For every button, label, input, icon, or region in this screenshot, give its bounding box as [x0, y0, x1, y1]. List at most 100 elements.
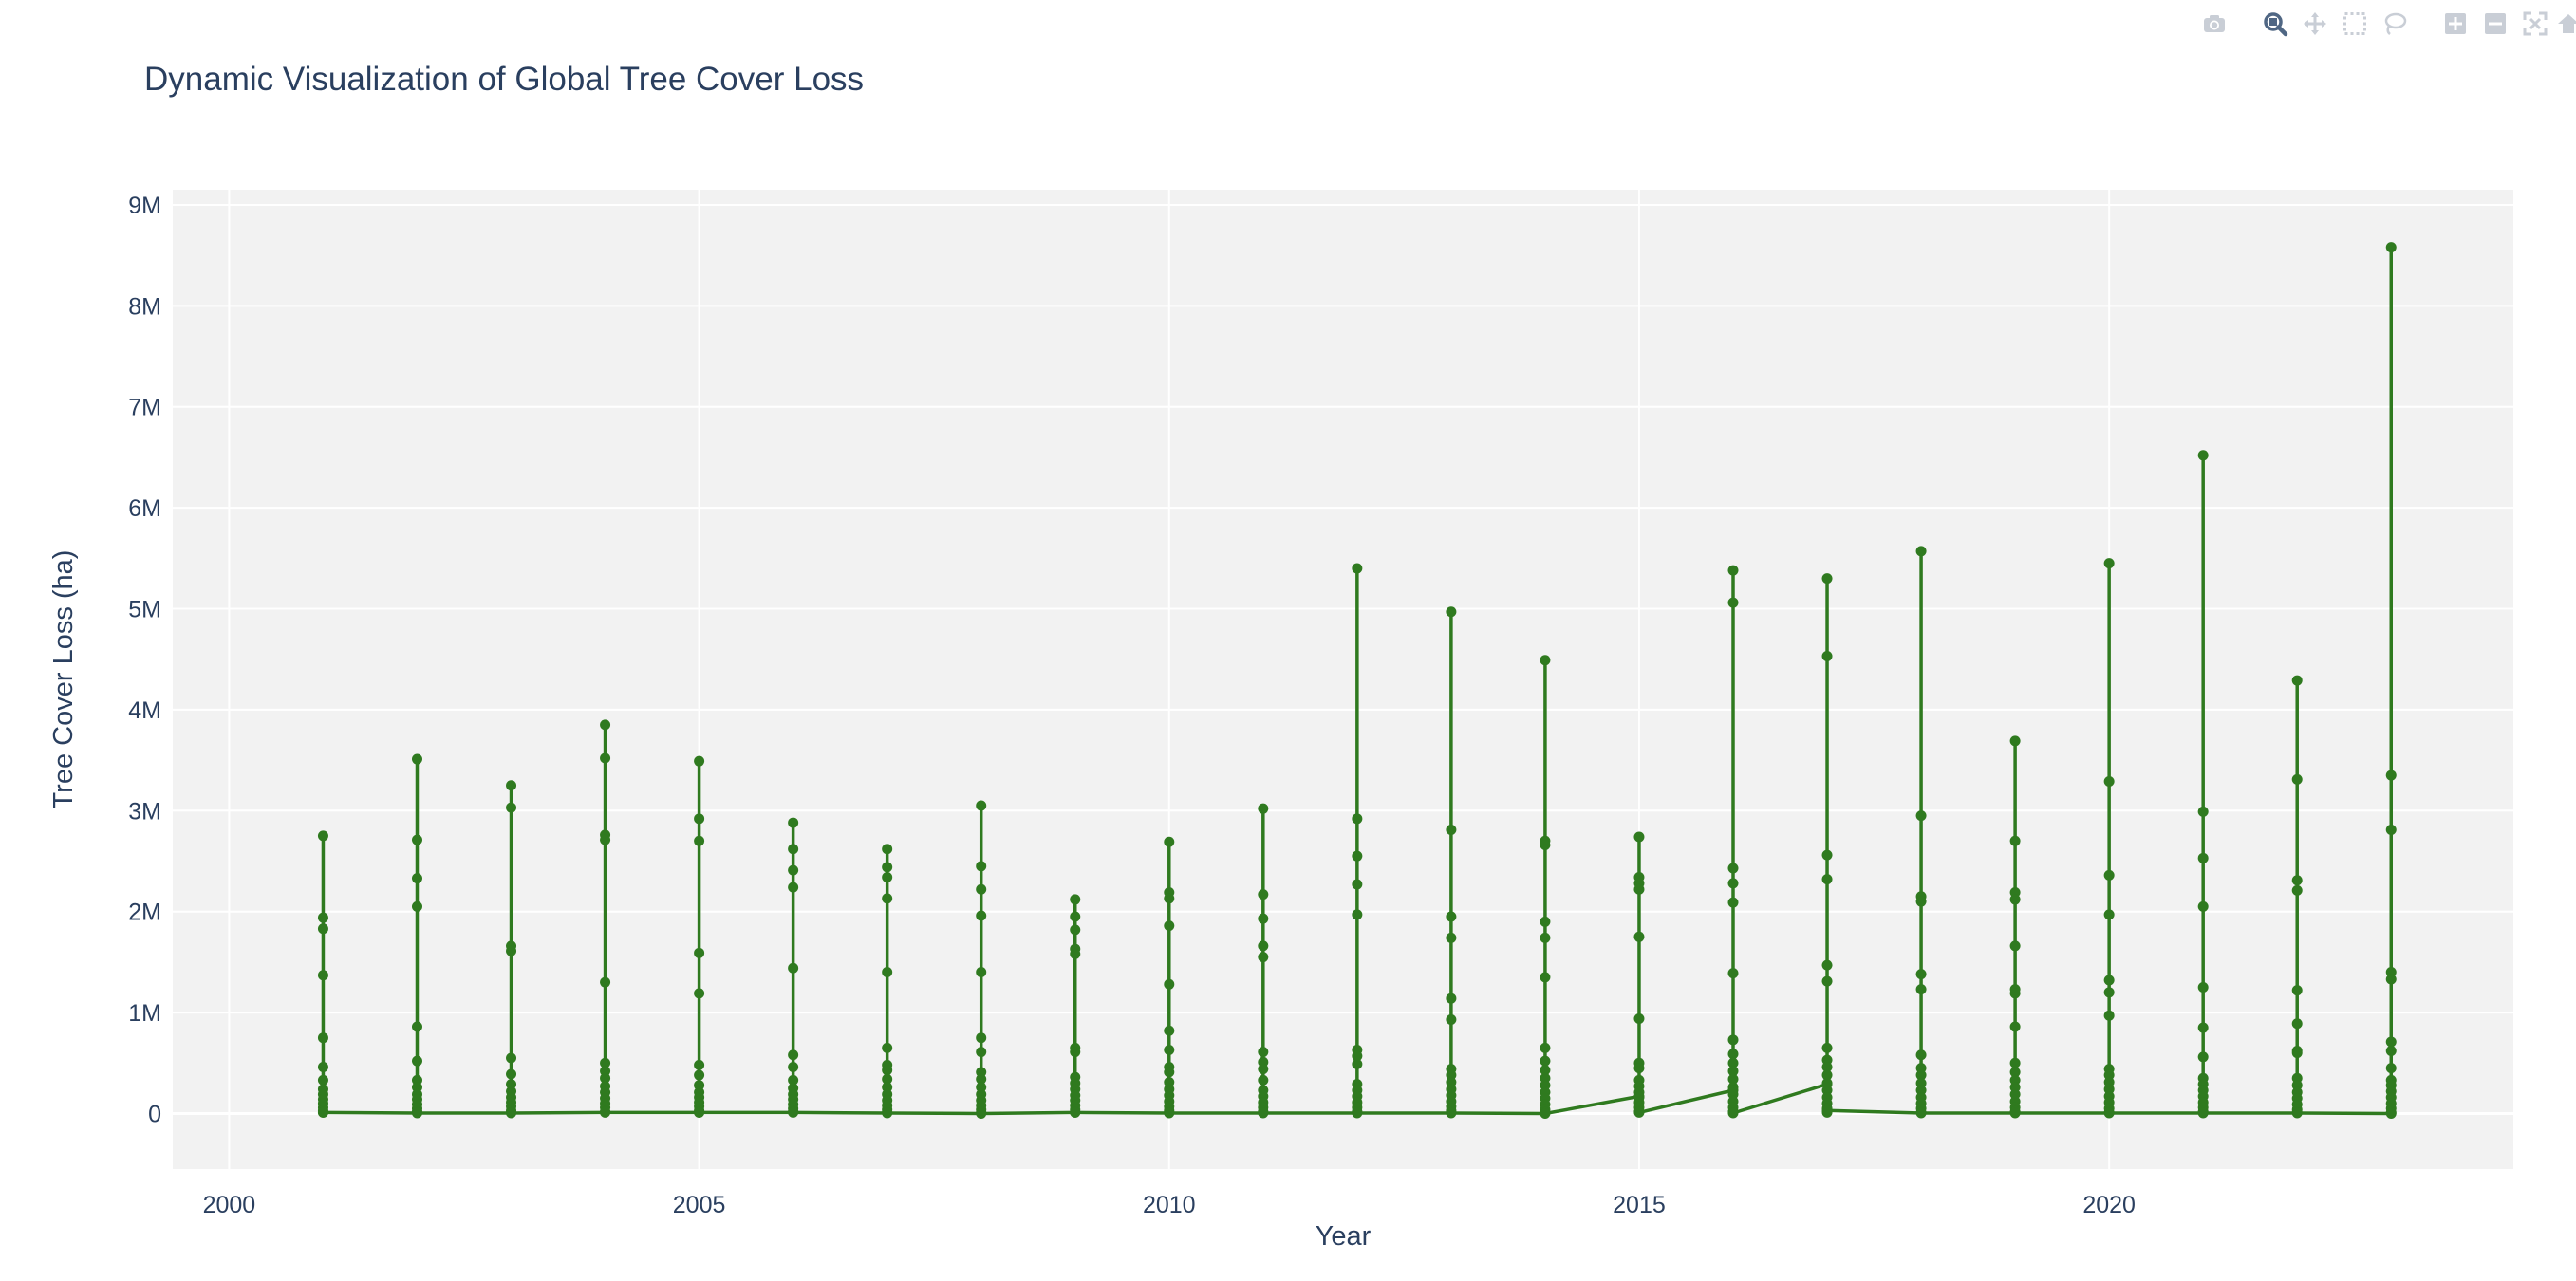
data-point[interactable] — [411, 1021, 422, 1032]
data-point[interactable] — [2009, 894, 2021, 905]
data-point[interactable] — [2291, 875, 2303, 886]
data-point[interactable] — [1352, 1058, 1363, 1069]
data-point[interactable] — [882, 862, 893, 873]
data-point[interactable] — [2385, 1107, 2397, 1119]
data-point[interactable] — [1727, 1066, 1739, 1077]
data-point[interactable] — [1540, 916, 1551, 927]
data-point[interactable] — [2197, 806, 2209, 817]
data-point[interactable] — [2385, 974, 2397, 985]
data-point[interactable] — [2009, 940, 2021, 952]
zoom-out-icon[interactable] — [2475, 8, 2515, 40]
data-point[interactable] — [1258, 1064, 1269, 1075]
data-point[interactable] — [1352, 850, 1363, 862]
data-point[interactable] — [1446, 1014, 1457, 1026]
data-point[interactable] — [1164, 1025, 1175, 1036]
data-point[interactable] — [882, 1042, 893, 1053]
data-point[interactable] — [1164, 1044, 1175, 1055]
data-point[interactable] — [1633, 1106, 1645, 1118]
data-point[interactable] — [2197, 1051, 2209, 1063]
data-point[interactable] — [1258, 952, 1269, 963]
data-point[interactable] — [976, 883, 987, 895]
data-point[interactable] — [1915, 896, 1927, 907]
data-point[interactable] — [882, 1073, 893, 1085]
data-point[interactable] — [1070, 1047, 1081, 1058]
data-point[interactable] — [317, 1074, 328, 1086]
data-point[interactable] — [2103, 558, 2115, 569]
data-point[interactable] — [411, 900, 422, 912]
data-point[interactable] — [1821, 849, 1833, 861]
data-point[interactable] — [1727, 1049, 1739, 1060]
lasso-icon[interactable] — [2375, 8, 2415, 40]
data-point[interactable] — [1540, 1055, 1551, 1067]
data-point[interactable] — [1915, 810, 1927, 822]
data-point[interactable] — [976, 1032, 987, 1044]
data-point[interactable] — [1164, 1067, 1175, 1078]
data-point[interactable] — [2103, 909, 2115, 920]
data-point[interactable] — [600, 752, 611, 764]
data-point[interactable] — [1352, 909, 1363, 920]
data-point[interactable] — [976, 861, 987, 872]
data-point[interactable] — [1258, 889, 1269, 900]
data-point[interactable] — [1164, 978, 1175, 990]
data-point[interactable] — [1540, 839, 1551, 850]
data-point[interactable] — [2103, 1010, 2115, 1021]
data-point[interactable] — [411, 1055, 422, 1067]
data-point[interactable] — [1821, 1042, 1833, 1053]
data-point[interactable] — [317, 1106, 328, 1118]
data-point[interactable] — [1070, 1106, 1081, 1118]
data-point[interactable] — [976, 1107, 987, 1119]
data-point[interactable] — [600, 719, 611, 731]
data-point[interactable] — [2009, 835, 2021, 846]
data-point[interactable] — [788, 864, 799, 876]
data-point[interactable] — [1915, 1069, 1927, 1081]
data-point[interactable] — [506, 802, 517, 813]
data-point[interactable] — [1821, 573, 1833, 585]
data-point[interactable] — [788, 1106, 799, 1118]
data-point[interactable] — [1727, 878, 1739, 889]
data-point[interactable] — [788, 1074, 799, 1086]
data-point[interactable] — [1540, 1107, 1551, 1119]
data-point[interactable] — [1258, 1047, 1269, 1058]
data-point[interactable] — [694, 1106, 705, 1118]
data-point[interactable] — [2009, 988, 2021, 999]
data-point[interactable] — [411, 873, 422, 884]
data-point[interactable] — [1446, 825, 1457, 836]
data-point[interactable] — [1258, 1107, 1269, 1119]
data-point[interactable] — [1258, 940, 1269, 952]
data-point[interactable] — [1070, 894, 1081, 905]
data-point[interactable] — [1727, 863, 1739, 874]
data-point[interactable] — [882, 893, 893, 904]
data-point[interactable] — [2291, 773, 2303, 785]
data-point[interactable] — [1258, 913, 1269, 924]
data-point[interactable] — [882, 967, 893, 978]
data-point[interactable] — [1821, 1062, 1833, 1073]
data-point[interactable] — [1727, 968, 1739, 979]
data-point[interactable] — [1352, 879, 1363, 890]
data-point[interactable] — [317, 923, 328, 935]
pan-icon[interactable] — [2295, 8, 2335, 40]
data-point[interactable] — [788, 882, 799, 893]
data-point[interactable] — [2291, 884, 2303, 896]
data-point[interactable] — [1821, 975, 1833, 987]
data-point[interactable] — [1727, 1057, 1739, 1068]
data-point[interactable] — [2291, 1018, 2303, 1030]
data-point[interactable] — [2009, 1057, 2021, 1068]
data-point[interactable] — [788, 962, 799, 974]
data-point[interactable] — [1915, 969, 1927, 980]
data-point[interactable] — [1352, 813, 1363, 825]
data-point[interactable] — [788, 1062, 799, 1073]
data-point[interactable] — [2103, 975, 2115, 986]
data-point[interactable] — [1915, 1049, 1927, 1061]
data-point[interactable] — [1727, 897, 1739, 908]
data-point[interactable] — [1633, 931, 1645, 942]
data-point[interactable] — [411, 834, 422, 845]
data-point[interactable] — [2009, 1067, 2021, 1078]
data-point[interactable] — [2009, 735, 2021, 747]
data-point[interactable] — [694, 1059, 705, 1070]
data-point[interactable] — [600, 834, 611, 845]
data-point[interactable] — [1352, 563, 1363, 574]
data-point[interactable] — [2103, 775, 2115, 787]
data-point[interactable] — [694, 813, 705, 825]
data-point[interactable] — [506, 1107, 517, 1119]
data-point[interactable] — [976, 967, 987, 978]
